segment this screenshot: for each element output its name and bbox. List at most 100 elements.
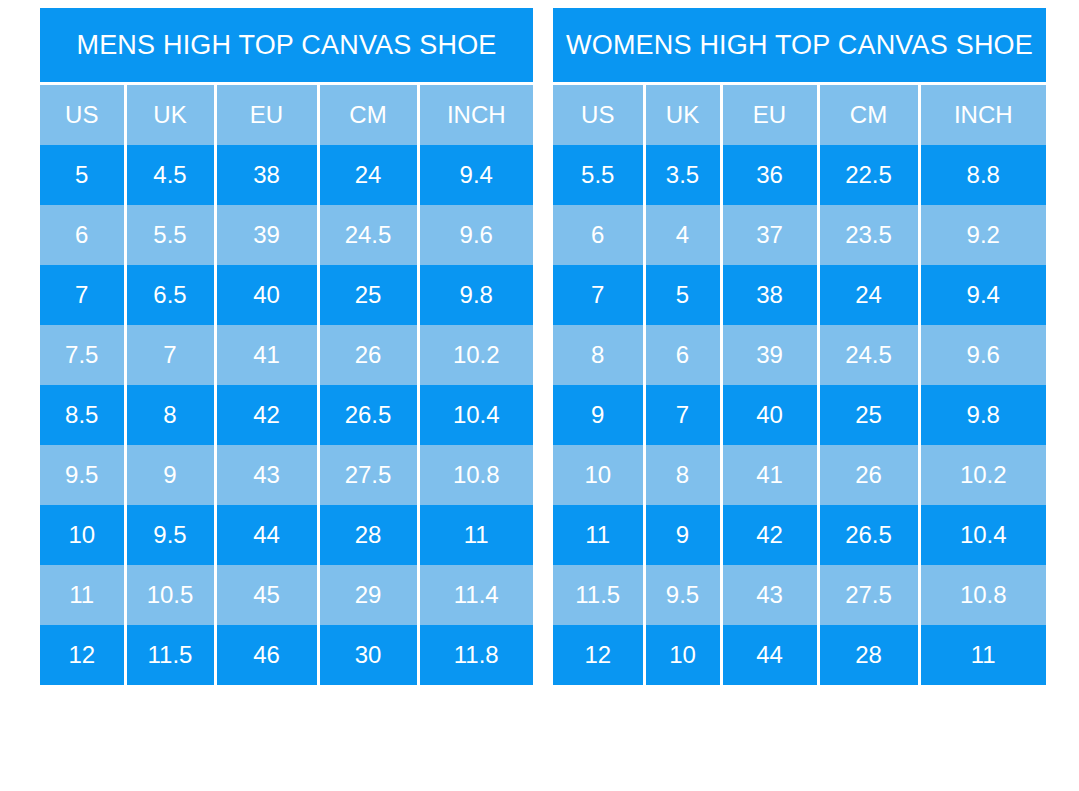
mens-table-title: MENS HIGH TOP CANVAS SHOE — [40, 8, 533, 82]
size-cell: 7 — [553, 265, 644, 325]
mens-column-header-inch: INCH — [418, 85, 533, 145]
table-row: 7538249.4 — [553, 265, 1046, 325]
size-cell: 45 — [215, 565, 318, 625]
size-cell: 42 — [721, 505, 818, 565]
size-cell: 24.5 — [318, 205, 418, 265]
size-cell: 8 — [553, 325, 644, 385]
size-cell: 8 — [644, 445, 721, 505]
size-cell: 8 — [125, 385, 215, 445]
table-row: 863924.59.6 — [553, 325, 1046, 385]
mens-column-header-eu: EU — [215, 85, 318, 145]
size-cell: 24 — [318, 145, 418, 205]
table-row: 9.594327.510.8 — [40, 445, 533, 505]
womens-column-header-us: US — [553, 85, 644, 145]
size-cell: 6 — [644, 325, 721, 385]
size-cell: 23.5 — [818, 205, 919, 265]
womens-header-row: US UK EU CM INCH — [553, 85, 1046, 145]
size-cell: 26 — [318, 325, 418, 385]
size-cell: 9 — [553, 385, 644, 445]
size-cell: 9.4 — [418, 145, 533, 205]
size-cell: 12 — [40, 625, 125, 685]
size-cell: 42 — [215, 385, 318, 445]
size-cell: 9.6 — [418, 205, 533, 265]
size-cell: 38 — [721, 265, 818, 325]
size-cell: 5.5 — [553, 145, 644, 205]
table-row: 11.59.54327.510.8 — [553, 565, 1046, 625]
table-row: 108412610.2 — [553, 445, 1046, 505]
size-cell: 28 — [818, 625, 919, 685]
size-cell: 7 — [125, 325, 215, 385]
size-cell: 24 — [818, 265, 919, 325]
size-cell: 9.4 — [919, 265, 1046, 325]
womens-column-header-uk: UK — [644, 85, 721, 145]
size-cell: 9.8 — [418, 265, 533, 325]
size-cell: 8.8 — [919, 145, 1046, 205]
size-cell: 9.5 — [125, 505, 215, 565]
table-row: 5.53.53622.58.8 — [553, 145, 1046, 205]
size-cell: 10 — [553, 445, 644, 505]
size-cell: 11 — [40, 565, 125, 625]
size-cell: 7 — [40, 265, 125, 325]
size-cell: 11 — [919, 625, 1046, 685]
size-cell: 9 — [125, 445, 215, 505]
size-cell: 6 — [553, 205, 644, 265]
size-cell: 5 — [644, 265, 721, 325]
table-row: 8.584226.510.4 — [40, 385, 533, 445]
table-row: 54.538249.4 — [40, 145, 533, 205]
size-cell: 10.4 — [418, 385, 533, 445]
size-cell: 36 — [721, 145, 818, 205]
size-chart-canvas: MENS HIGH TOP CANVAS SHOE US UK EU CM IN… — [0, 0, 1079, 685]
size-cell: 25 — [318, 265, 418, 325]
mens-header-row: US UK EU CM INCH — [40, 85, 533, 145]
size-cell: 10 — [40, 505, 125, 565]
size-cell: 28 — [318, 505, 418, 565]
womens-column-header-inch: INCH — [919, 85, 1046, 145]
size-cell: 10 — [644, 625, 721, 685]
mens-table: US UK EU CM INCH 54.538249.465.53924.59.… — [40, 85, 533, 685]
table-row: 76.540259.8 — [40, 265, 533, 325]
table-row: 65.53924.59.6 — [40, 205, 533, 265]
size-cell: 10.2 — [919, 445, 1046, 505]
size-cell: 11.5 — [125, 625, 215, 685]
size-cell: 9.8 — [919, 385, 1046, 445]
mens-column-header-uk: UK — [125, 85, 215, 145]
size-cell: 8.5 — [40, 385, 125, 445]
size-cell: 40 — [721, 385, 818, 445]
womens-table: US UK EU CM INCH 5.53.53622.58.8643723.5… — [553, 85, 1046, 685]
size-cell: 27.5 — [818, 565, 919, 625]
size-cell: 25 — [818, 385, 919, 445]
size-cell: 5.5 — [125, 205, 215, 265]
size-cell: 26 — [818, 445, 919, 505]
size-cell: 11.4 — [418, 565, 533, 625]
size-cell: 9.5 — [644, 565, 721, 625]
size-cell: 44 — [721, 625, 818, 685]
size-cell: 9.5 — [40, 445, 125, 505]
table-row: 1210442811 — [553, 625, 1046, 685]
size-cell: 43 — [215, 445, 318, 505]
size-cell: 41 — [721, 445, 818, 505]
table-row: 1211.5463011.8 — [40, 625, 533, 685]
table-row: 109.5442811 — [40, 505, 533, 565]
size-cell: 7 — [644, 385, 721, 445]
womens-size-table: WOMENS HIGH TOP CANVAS SHOE US UK EU CM … — [553, 8, 1046, 685]
size-cell: 5 — [40, 145, 125, 205]
size-cell: 6 — [40, 205, 125, 265]
womens-table-body: 5.53.53622.58.8643723.59.27538249.486392… — [553, 145, 1046, 685]
size-cell: 26.5 — [818, 505, 919, 565]
size-cell: 7.5 — [40, 325, 125, 385]
size-cell: 44 — [215, 505, 318, 565]
size-cell: 9.6 — [919, 325, 1046, 385]
size-cell: 40 — [215, 265, 318, 325]
table-row: 9740259.8 — [553, 385, 1046, 445]
size-cell: 27.5 — [318, 445, 418, 505]
size-cell: 10.5 — [125, 565, 215, 625]
table-row: 643723.59.2 — [553, 205, 1046, 265]
size-cell: 10.4 — [919, 505, 1046, 565]
size-cell: 11 — [553, 505, 644, 565]
size-cell: 10.2 — [418, 325, 533, 385]
size-cell: 29 — [318, 565, 418, 625]
mens-column-header-us: US — [40, 85, 125, 145]
size-cell: 11.8 — [418, 625, 533, 685]
size-cell: 37 — [721, 205, 818, 265]
mens-column-header-cm: CM — [318, 85, 418, 145]
